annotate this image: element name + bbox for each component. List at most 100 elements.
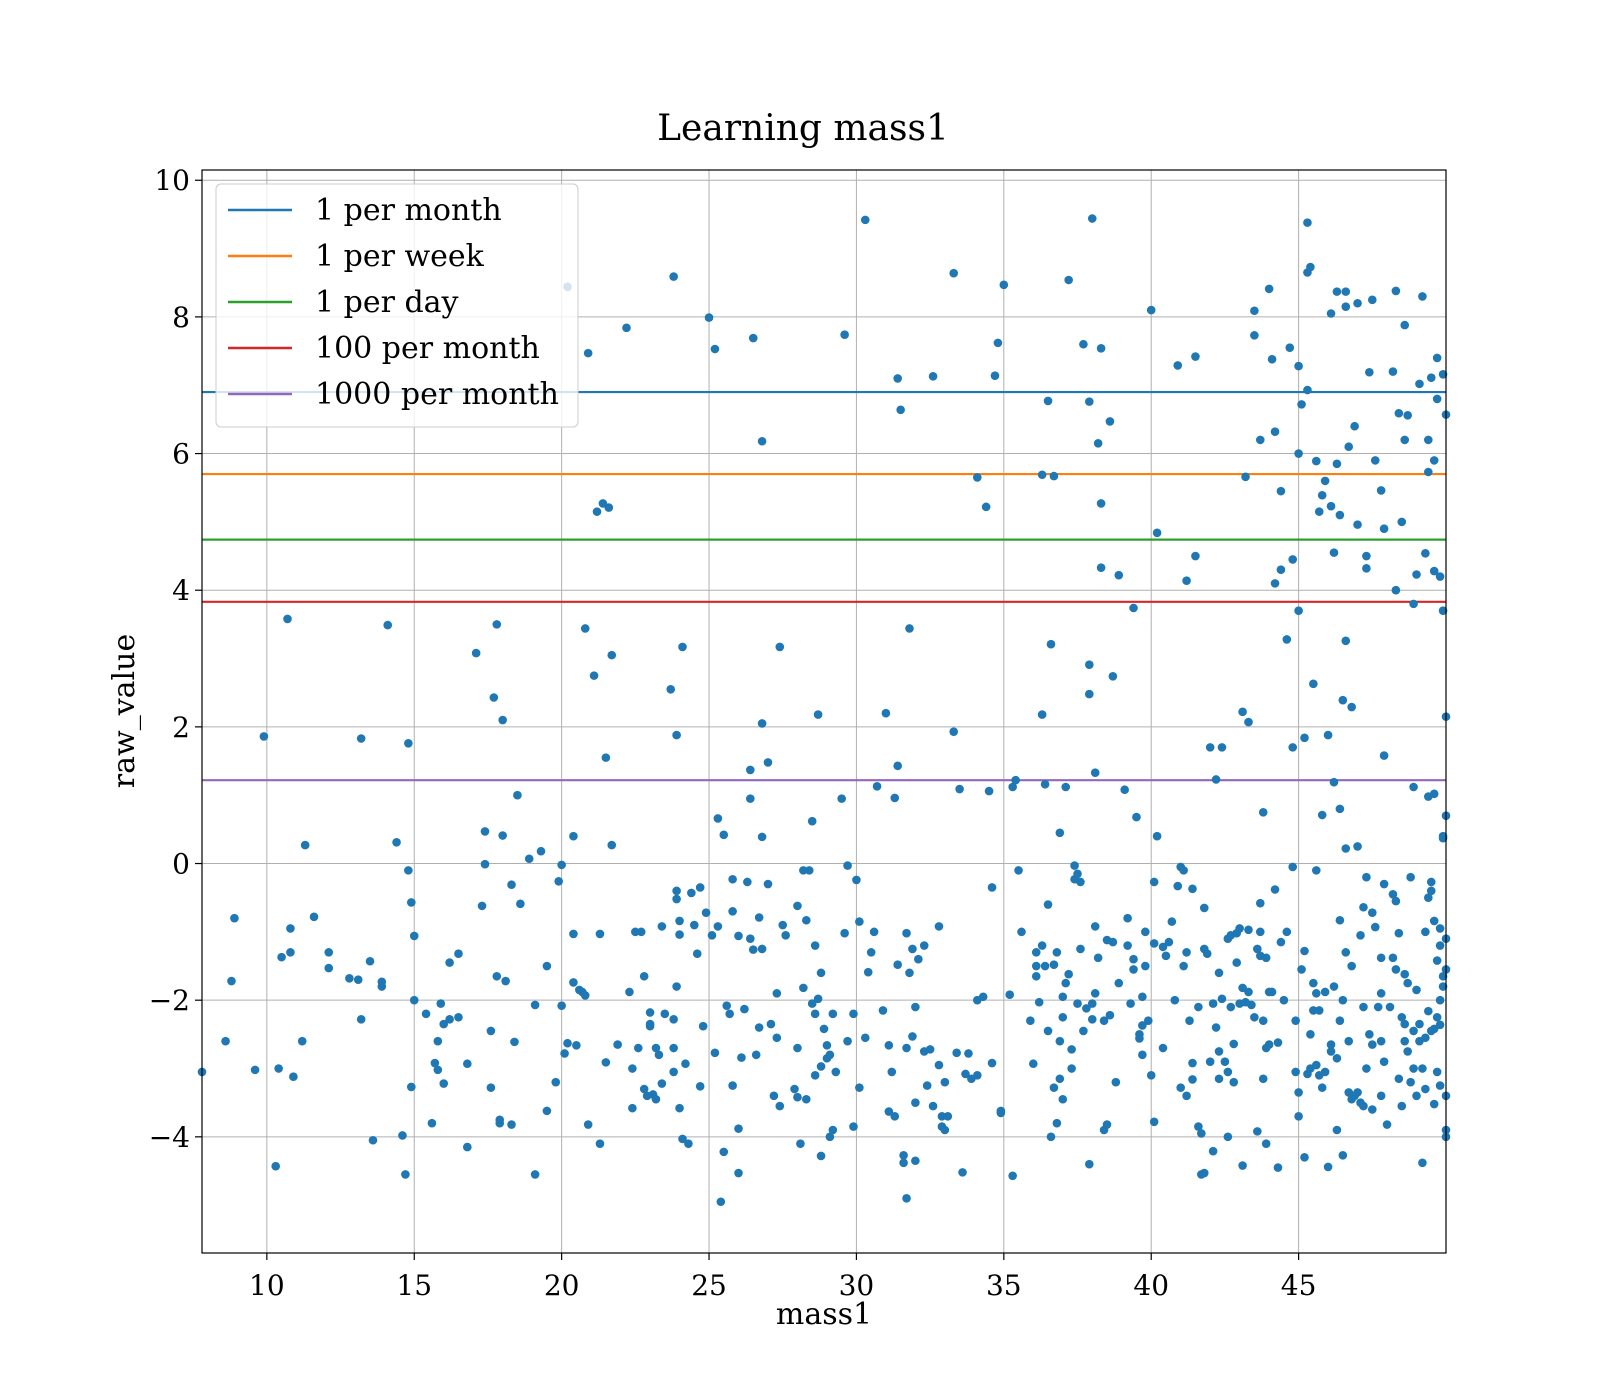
data-point	[398, 1131, 407, 1140]
data-point	[580, 624, 590, 633]
data-point	[1317, 1083, 1327, 1092]
data-point	[672, 894, 681, 904]
data-point	[1076, 944, 1085, 954]
legend: 1 per month 1 per week 1 per day 100 per mo…	[215, 183, 579, 428]
data-point	[1037, 941, 1047, 950]
data-point	[1326, 309, 1336, 318]
data-point	[1055, 1074, 1065, 1084]
data-point	[510, 1037, 519, 1047]
data-point	[657, 1079, 667, 1088]
data-point	[507, 1120, 516, 1129]
data-point	[1250, 306, 1259, 316]
data-point	[675, 916, 684, 926]
data-point	[1332, 287, 1342, 296]
data-point	[1303, 385, 1312, 395]
data-point	[1300, 733, 1309, 743]
data-point	[274, 1064, 283, 1073]
x-tick-label: 25	[691, 1269, 727, 1302]
data-point	[1368, 295, 1377, 305]
data-point	[601, 1058, 611, 1067]
data-point	[1085, 1159, 1094, 1169]
data-point	[651, 1094, 661, 1104]
data-point	[1303, 218, 1312, 227]
data-point	[1191, 352, 1200, 361]
data-point	[1182, 948, 1191, 957]
data-point	[486, 1026, 496, 1036]
data-point	[1382, 1120, 1392, 1129]
data-point	[1435, 1081, 1445, 1090]
data-point	[1362, 1064, 1371, 1073]
data-point	[1149, 939, 1159, 948]
data-point	[580, 991, 590, 1000]
data-point	[1326, 1047, 1336, 1056]
data-point	[1309, 1006, 1318, 1015]
data-point	[1205, 743, 1215, 752]
data-point	[775, 642, 785, 652]
data-point	[454, 1012, 463, 1022]
data-point	[734, 931, 743, 941]
data-point	[625, 987, 634, 997]
data-point	[1409, 782, 1418, 792]
data-point	[1373, 1002, 1383, 1012]
data-point	[1409, 599, 1418, 609]
data-point	[492, 620, 502, 629]
data-point	[1391, 896, 1401, 906]
data-point	[1309, 978, 1318, 988]
data-point	[1365, 1030, 1374, 1039]
data-point	[463, 1142, 472, 1152]
data-point	[819, 1024, 829, 1034]
data-point	[569, 978, 578, 987]
data-point	[1255, 898, 1265, 908]
chart-title: Learning mass1	[657, 108, 949, 149]
data-point	[799, 983, 808, 993]
data-point	[952, 1048, 961, 1058]
data-point	[1046, 1132, 1056, 1142]
data-point	[356, 734, 366, 743]
data-point	[1149, 1117, 1159, 1127]
data-point	[1273, 1163, 1283, 1172]
data-point	[1388, 367, 1398, 376]
data-point	[1270, 579, 1280, 588]
data-point	[701, 908, 711, 918]
data-point	[813, 710, 823, 719]
data-point	[1335, 804, 1345, 814]
data-point	[1017, 927, 1026, 937]
data-point	[1267, 987, 1277, 997]
data-point	[949, 727, 959, 736]
data-point	[816, 968, 826, 978]
data-point	[1403, 1047, 1412, 1056]
data-point	[1412, 570, 1421, 579]
data-point	[996, 1108, 1006, 1118]
data-point	[1368, 908, 1377, 918]
data-point	[754, 1023, 764, 1032]
data-point	[1264, 284, 1274, 294]
legend-label: 1000 per month	[315, 377, 559, 412]
data-point	[1406, 872, 1415, 882]
data-point	[501, 976, 510, 986]
data-point	[922, 1081, 932, 1090]
data-point	[489, 693, 499, 702]
data-point	[681, 1059, 690, 1069]
data-point	[1353, 520, 1362, 529]
data-point	[1008, 782, 1017, 792]
data-point	[743, 877, 752, 887]
data-point	[1244, 925, 1253, 935]
data-point	[757, 944, 767, 954]
data-point	[1031, 961, 1041, 971]
data-point	[1353, 298, 1362, 308]
data-point	[1146, 305, 1156, 315]
data-point	[852, 875, 861, 885]
data-point	[1429, 916, 1439, 926]
data-point	[230, 913, 239, 923]
data-point	[1359, 1002, 1368, 1012]
data-point	[763, 879, 773, 889]
data-point	[1291, 1016, 1300, 1025]
data-point	[297, 1036, 307, 1046]
data-point	[1332, 1125, 1342, 1135]
data-point	[1120, 785, 1129, 795]
data-point	[1347, 961, 1356, 971]
data-point	[1329, 982, 1339, 991]
data-point	[1391, 286, 1401, 296]
data-point	[495, 1115, 505, 1125]
data-point	[775, 1101, 785, 1111]
